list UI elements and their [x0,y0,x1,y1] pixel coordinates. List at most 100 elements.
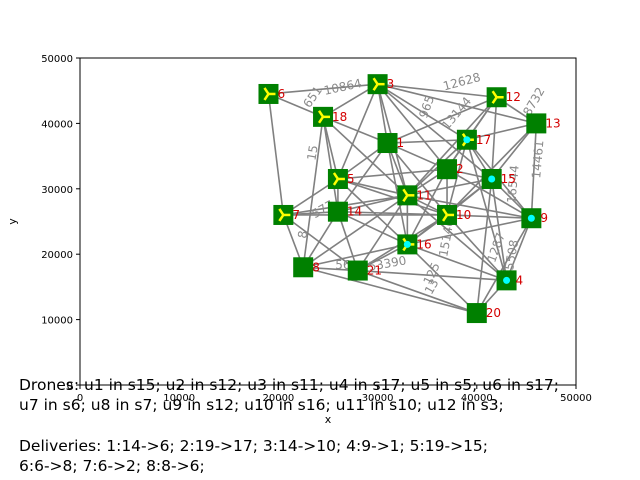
drone-arm [332,172,339,180]
y-tick-label: 0 [67,381,73,392]
edge-2-9 [446,168,532,219]
drone-icon [332,172,345,186]
edge-1-10 [386,142,448,216]
edge-11-9 [407,194,532,220]
station-label-2: 2 [456,162,464,176]
edge-16-20 [406,243,478,314]
edge-11-8 [302,194,408,268]
station-label-21: 21 [367,264,382,278]
deliveries-caption-line-2: 6:6->8; 7:6->2; 8:8->6; [19,457,205,475]
edge-11-21 [357,194,409,271]
edge-7-21 [282,214,359,272]
edge-weight-label: 8 [295,230,310,240]
drone-arm [317,110,325,118]
station-label-6: 6 [277,87,285,101]
station-label-17: 17 [476,133,491,147]
x-axis-title: x [325,413,332,426]
station-14 [327,201,348,222]
drone-arm [332,178,339,186]
station-label-16: 16 [416,237,431,251]
edge-weight-label: 56 [335,258,350,272]
drone-center-dot [463,136,471,144]
drone-arm [278,208,285,216]
station-label-1: 1 [397,136,405,150]
edge-18-14 [322,116,339,212]
edge-12-11 [406,96,498,196]
edge-3-12 [377,83,497,99]
edge-weight-label: 15508 [501,239,521,279]
drones-caption-line-1: Drones: u1 in s15; u2 in s12; u3 in s11;… [19,376,559,394]
edge-15-11 [407,178,492,197]
station-label-13: 13 [545,116,560,130]
station-1 [377,133,398,154]
edge-weight-label: 12628 [442,70,483,93]
x-tick-label: 0 [77,393,83,404]
edge-11-4 [406,194,508,281]
edge-16-4 [407,243,507,282]
x-tick-label: 50000 [560,393,592,404]
edge-16-8 [303,243,408,269]
edge-3-5 [337,83,379,180]
drone-arm [372,77,379,85]
edge-weight-label: 16544 [504,165,521,204]
drone-icon [441,208,455,222]
drone-arm [491,96,498,104]
x-tick-label: 10000 [163,393,195,404]
drone-arm [491,90,498,98]
drones-caption-line-2: u7 in s6; u8 in s7; u9 in s12; u10 in s1… [19,396,504,414]
drone-center-dot [503,276,511,284]
edge-18-8 [302,116,324,268]
drone-arm [317,116,325,124]
drone-arm [402,188,409,197]
axes-layer: 0 10000 20000 30000 40000 50000 0 10000 20000 300… [6,54,592,426]
edge-13-17 [466,122,537,141]
station-label-4: 4 [516,273,524,287]
edge-5-16 [337,178,408,245]
station-21 [347,260,368,281]
edge-weight-label: 965 [416,94,437,120]
edge-9-20 [476,217,533,314]
y-tick-label: 50000 [41,54,73,65]
edge-2-5 [337,168,448,180]
drone-arm [441,208,449,216]
station-8 [293,257,314,278]
station-label-15: 15 [501,172,516,186]
edge-labels-layer: 1086465112628873213144965151654414461151… [295,70,547,297]
edge-6-7 [267,93,285,216]
edge-weight-label: 13 [422,277,442,297]
drone-icon [278,208,291,222]
edge-weight-label: 15146 [436,218,456,258]
edge-9-16 [407,217,532,246]
edge-12-1 [387,96,497,144]
edge-9-4 [505,217,533,281]
y-tick-label: 10000 [41,316,73,327]
edge-18-11 [322,116,408,196]
edge-weight-label: 8732 [520,85,547,118]
y-tick-label: 20000 [41,250,73,261]
station-label-8: 8 [312,260,320,274]
edge-15-20 [476,178,493,314]
station-label-9: 9 [540,211,548,225]
plot-frame [79,57,577,386]
edge-weight-label: 53390 [367,253,407,273]
drone-icon [317,110,331,124]
y-tick-label: 40000 [41,119,73,130]
edge-18-1 [322,116,388,144]
station-label-20: 20 [486,306,501,320]
x-tick-label: 40000 [461,393,493,404]
edge-12-15 [490,97,498,180]
x-tick-label: 20000 [262,393,294,404]
edge-3-17 [377,83,468,141]
drone-center-dot [527,214,535,222]
drone-icon [491,90,504,104]
drone-arm [441,214,449,222]
edge-21-4 [357,269,507,282]
station-13 [526,113,547,134]
edge-18-5 [322,116,339,180]
station-label-11: 11 [416,188,431,202]
deliveries-caption-line-1: Deliveries: 1:14->6; 2:19->17; 3:14->10;… [19,437,489,455]
edge-weight-label: 15 [304,144,320,161]
drone-arm [263,87,270,95]
station-label-10: 10 [456,208,471,222]
